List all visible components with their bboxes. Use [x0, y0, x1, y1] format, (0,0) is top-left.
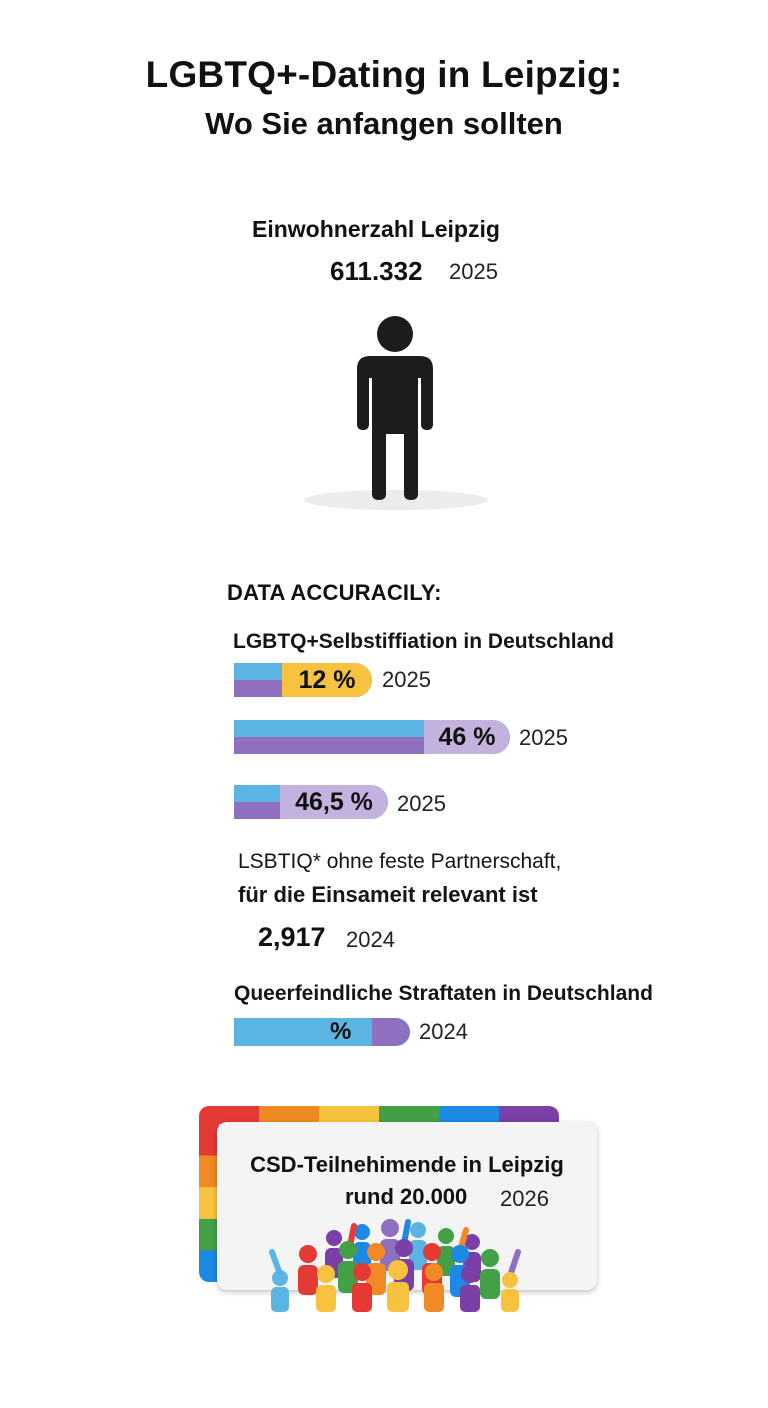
- csd-value: rund 20.000: [345, 1184, 468, 1209]
- rainbow-card: [199, 1106, 559, 1282]
- stat-bar-2: 46 %: [234, 720, 510, 754]
- stat-bar-3-value: 46,5 %: [280, 785, 388, 819]
- section-heading: DATA ACCURACILY:: [227, 580, 442, 605]
- person-icon: [304, 316, 488, 510]
- stat-bar-2-year: 2025: [519, 725, 568, 750]
- stat-bar-3: 46,5 %: [234, 785, 388, 819]
- single-stat-label-line2: für die Einsameit relevant ist: [238, 882, 538, 907]
- crime-label: Queerfeindliche Straftaten in Deutschlan…: [234, 982, 653, 1005]
- crime-bar-end: [372, 1018, 410, 1046]
- crime-year: 2024: [419, 1019, 468, 1044]
- csd-label: CSD-Teilnehimende in Leipzig: [250, 1152, 564, 1177]
- population-label: Einwohnerzahl Leipzig: [252, 216, 500, 242]
- population-value: 611.332: [330, 256, 423, 286]
- crime-bar: %: [234, 1018, 410, 1046]
- stat-bar-2-value: 46 %: [424, 720, 510, 754]
- selfid-label: LGBTQ+Selbstiffiation in Deutschland: [233, 630, 614, 653]
- population-year: 2025: [449, 259, 498, 284]
- stat-bar-1-value: 12 %: [282, 663, 372, 697]
- page-title: LGBTQ+-Dating in Leipzig:: [145, 54, 623, 95]
- page-subtitle: Wo Sie anfangen sollten: [205, 106, 563, 141]
- csd-year: 2026: [500, 1186, 549, 1211]
- single-stat-label-line1: LSBTIQ* ohne feste Partnerschaft,: [238, 850, 562, 873]
- stat-bar-1: 12 %: [234, 663, 372, 697]
- stat-bar-3-year: 2025: [397, 791, 446, 816]
- crime-value: %: [330, 1018, 352, 1045]
- single-stat-year: 2024: [346, 927, 395, 952]
- single-stat-value: 2,917: [258, 922, 326, 952]
- stat-bar-1-year: 2025: [382, 667, 431, 692]
- crowd-icon: [269, 1219, 521, 1312]
